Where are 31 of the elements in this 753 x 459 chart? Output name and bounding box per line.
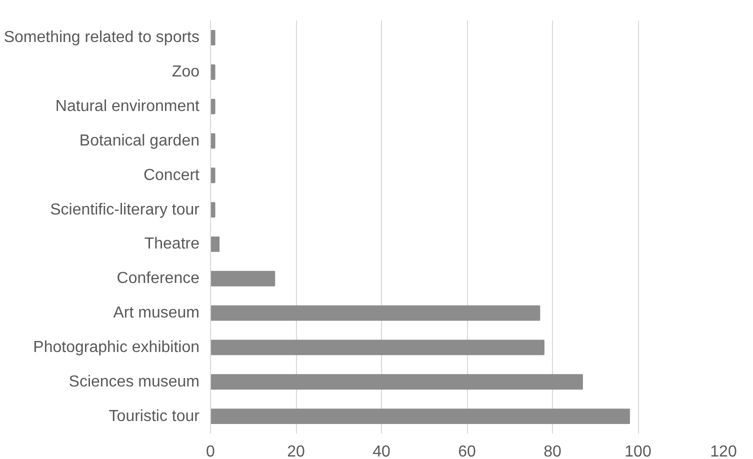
x-tick-label: 40 [372, 444, 390, 459]
bar [210, 408, 630, 424]
x-tick-label: 20 [287, 444, 305, 459]
y-tick-label: Zoo [172, 64, 200, 81]
x-tick-label: 80 [544, 444, 562, 459]
bar [210, 374, 583, 390]
y-tick-label: Photographic exhibition [33, 338, 200, 356]
y-tick-label: Scientific-literary tour [50, 201, 200, 218]
bar [210, 236, 220, 252]
x-tick-label: 120 [710, 444, 737, 459]
x-tick-label: 0 [206, 444, 216, 459]
y-tick-label: Natural environment [55, 98, 200, 116]
bar [210, 98, 216, 114]
bar [210, 305, 540, 321]
x-tick-label: 60 [458, 444, 476, 459]
bar [210, 133, 216, 149]
bar [210, 168, 216, 184]
y-tick-label: Conference [116, 270, 200, 288]
bar [210, 270, 276, 286]
bar [210, 202, 216, 218]
y-tick-label: Touristic tour [108, 408, 200, 425]
y-tick-label: Concert [143, 166, 200, 184]
y-tick-label: Botanical garden [79, 132, 200, 150]
y-tick-label: Theatre [144, 236, 200, 253]
bar [210, 30, 216, 46]
bar [210, 340, 544, 356]
y-tick-label: Sciences museum [68, 373, 200, 390]
bar [210, 64, 216, 80]
x-tick-label: 100 [624, 444, 652, 459]
y-tick-label: Art museum [113, 304, 200, 322]
y-tick-label: Something related to sports [4, 29, 200, 46]
